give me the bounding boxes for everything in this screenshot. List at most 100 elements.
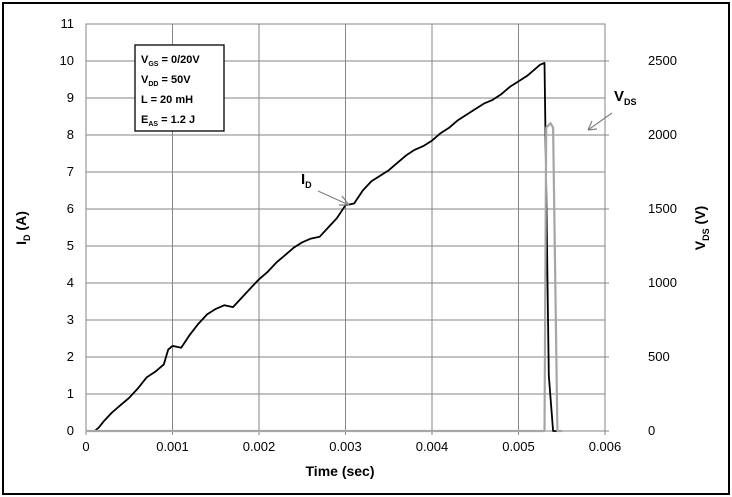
y-left-tick-label: 8 [67,127,74,142]
data-point-i-d [267,271,269,273]
data-point-i-d [154,371,156,373]
data-point-i-d [539,64,541,66]
data-point-i-d [371,180,372,182]
data-point-i-d [526,75,528,77]
annotation-id-arrow [317,190,350,206]
x-tick-label: 0.004 [416,439,449,454]
data-point-i-d [258,278,260,280]
annotation-vds-label: VDS [614,88,637,107]
x-tick-label: 0.001 [156,439,189,454]
data-point-i-d [518,80,519,82]
data-point-i-d [397,162,398,164]
data-point-i-d [474,108,476,110]
condition-box [134,44,225,132]
data-point-i-d [448,127,450,128]
x-tick-label: 0.005 [502,439,535,454]
data-point-i-d [414,149,416,151]
data-point-i-d [388,169,390,171]
y-left-tick-label: 7 [67,164,74,179]
data-point-i-d [319,236,320,238]
data-point-i-d [327,227,329,228]
y-left-tick-label: 1 [67,386,74,401]
y-left-tick-label: 4 [67,275,74,290]
data-point-v-ds [85,430,87,432]
data-point-i-d [128,397,130,399]
data-point-i-d [405,154,407,156]
data-point-v-ds [542,430,544,432]
y-right-tick-label: 1000 [648,275,677,290]
data-point-i-d [215,308,217,310]
y-right-tick-label: 2500 [648,53,677,68]
data-point-v-ds [550,122,551,124]
data-point-i-d [163,364,165,365]
data-point-v-ds [526,430,528,432]
data-point-i-d [353,203,355,204]
data-point-i-d [206,314,208,315]
x-axis-title: Time (sec) [306,463,375,479]
x-tick-label: 0.002 [243,439,276,454]
y-left-tick-label: 2 [67,349,74,364]
y-left-tick-label: 9 [67,90,74,105]
annotation-id-label: ID [301,171,312,190]
y-axis-right-title: VDS (V) [692,206,711,250]
data-point-i-d [137,388,139,389]
data-point-i-d [284,254,286,256]
data-point-i-d [249,288,251,289]
data-point-i-d [466,114,467,116]
data-point-i-d [180,347,182,349]
data-point-v-ds [544,430,545,432]
data-point-i-d [293,247,294,249]
y-right-tick-label: 0 [648,423,655,438]
data-point-i-d [301,241,303,243]
y-left-tick-label: 0 [67,423,74,438]
condition-line-l: L = 20 mH [141,94,193,106]
data-point-v-ds [561,430,563,432]
y-axis-left-title: ID (A) [13,211,32,245]
condition-line-vgs: VGS = 0/20V [141,54,200,68]
data-point-i-d [440,132,442,134]
data-point-i-d [120,404,121,406]
y-right-tick-label: 500 [648,349,670,364]
data-point-i-d [189,334,191,336]
data-point-i-d [362,190,364,191]
condition-line-vdd: VDD = 50V [141,74,191,88]
annotation-id-arrowhead [339,195,350,206]
y-left-tick-label: 11 [61,16,75,31]
y-right-tick-label: 1500 [648,201,677,216]
data-point-i-d [275,262,277,264]
data-point-i-d [310,238,312,240]
data-point-i-d [431,140,433,141]
data-point-i-d [232,306,234,308]
data-point-i-d [379,175,381,177]
annotation-vds-arrow [587,112,613,131]
x-tick-label: 0.006 [589,439,622,454]
data-point-i-d [336,217,338,219]
annotation-vds-arrowhead [587,120,598,131]
data-point-i-d [198,323,199,325]
data-point-i-d [146,376,147,378]
data-point-i-d [457,119,459,121]
y-left-tick-label: 3 [67,312,74,327]
data-point-i-d [548,375,550,376]
data-point-i-d [552,430,554,432]
data-point-i-d [422,145,424,147]
y-left-tick-label: 10 [60,53,74,68]
series-lines [85,62,563,433]
x-tick-label: 0 [82,439,89,454]
data-point-v-ds [557,430,558,432]
data-point-v-ds [552,127,554,128]
condition-line-eas: EAS = 1.2 J [141,114,195,128]
series-line-i-d [94,62,562,432]
y-left-tick-label: 5 [67,238,74,253]
x-tick-label: 0.003 [329,439,362,454]
data-point-i-d [172,345,173,347]
y-right-tick-label: 2000 [648,127,677,142]
data-point-i-d [483,103,485,104]
data-point-i-d [98,426,100,428]
data-point-i-d [535,68,537,69]
data-point-i-d [509,86,511,88]
data-point-i-d [111,412,113,413]
